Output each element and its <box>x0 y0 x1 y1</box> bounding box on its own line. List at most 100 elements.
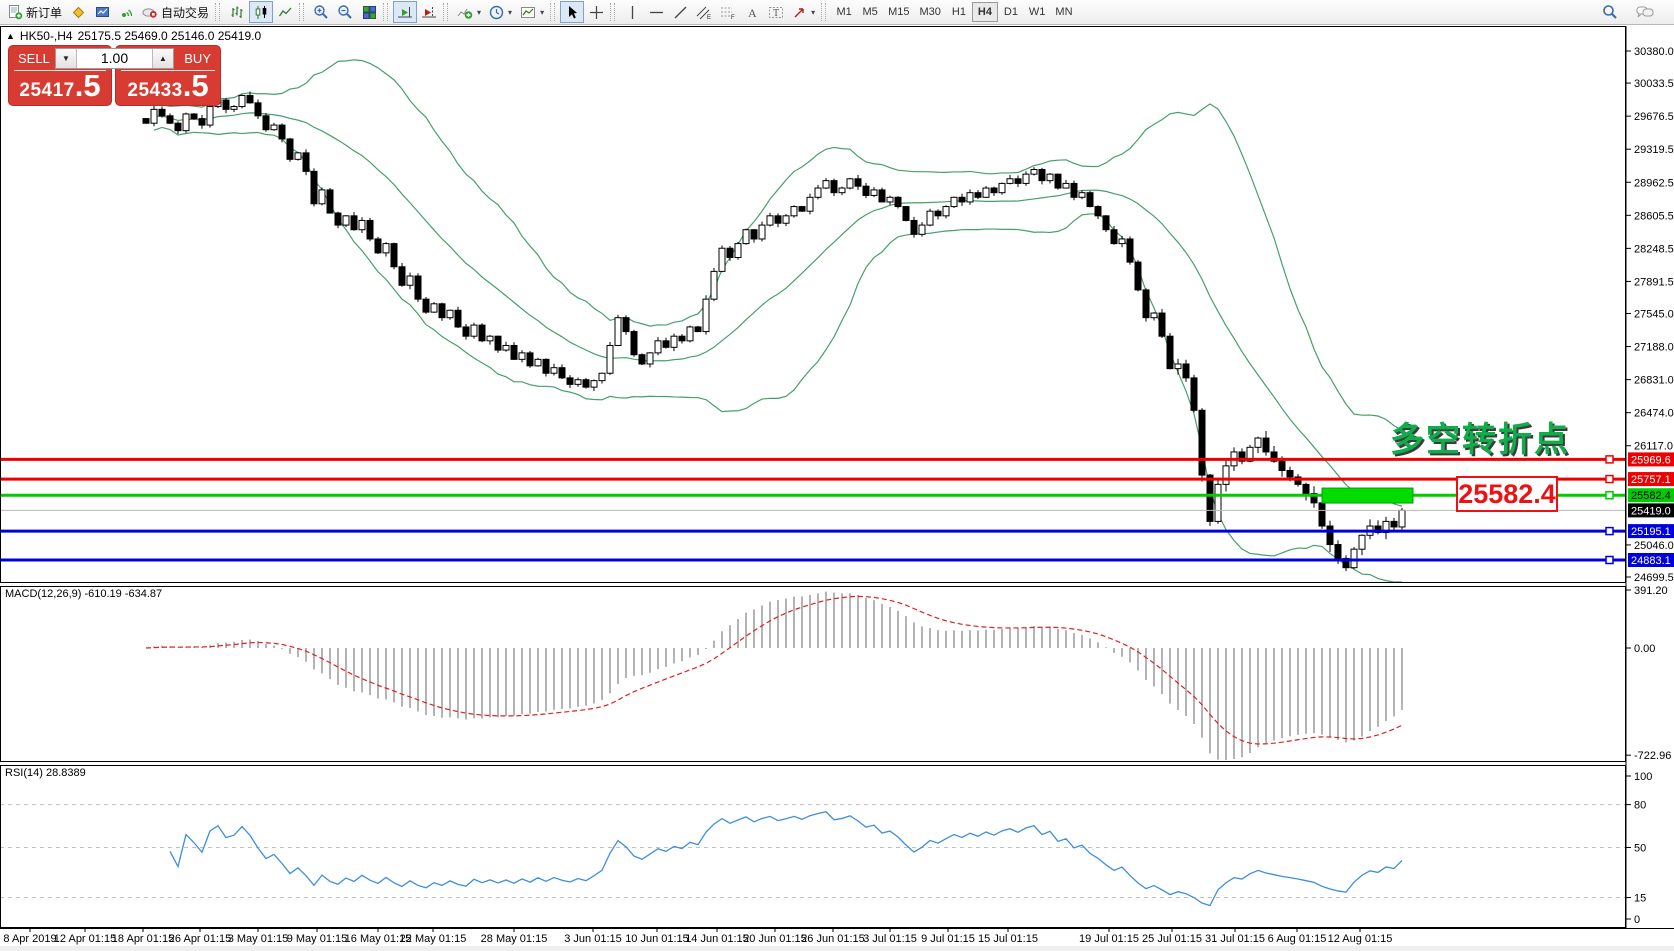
candle <box>1158 312 1166 337</box>
svg-text:25969.6: 25969.6 <box>1631 454 1671 466</box>
toolbar: 新订单 <box>0 0 1674 25</box>
zoom-out-button[interactable] <box>333 1 357 23</box>
candle <box>918 224 926 235</box>
candle <box>614 317 622 346</box>
candle <box>1294 476 1302 485</box>
svg-text:31 Jul 01:15: 31 Jul 01:15 <box>1205 933 1265 945</box>
signals-button[interactable] <box>114 1 138 23</box>
svg-text:A: A <box>748 6 757 20</box>
candle <box>270 124 278 131</box>
arrows-button[interactable]: ▾ <box>788 1 819 23</box>
level-price-label <box>1628 488 1674 503</box>
autotrading-button[interactable]: 自动交易 <box>138 1 213 23</box>
candle <box>526 352 534 367</box>
candle <box>206 106 214 126</box>
fibonacci-button[interactable]: F <box>716 1 740 23</box>
bar-chart-button[interactable] <box>225 1 249 23</box>
candle <box>582 379 590 388</box>
timeframe-h4[interactable]: H4 <box>971 2 998 22</box>
candle <box>1078 192 1086 198</box>
timeframe-m5[interactable]: M5 <box>857 2 883 22</box>
candle <box>1342 557 1350 569</box>
dropdown-caret-icon: ▾ <box>508 7 513 17</box>
candle <box>886 196 894 203</box>
toolbar-group-charttype <box>225 0 297 25</box>
timeframe-h1[interactable]: H1 <box>946 2 972 22</box>
candle <box>934 210 942 217</box>
sell-price: 25417 .5 <box>19 68 101 103</box>
tile-windows-button[interactable] <box>357 1 381 23</box>
chart-shift-button[interactable] <box>417 1 441 23</box>
timeframe-w1[interactable]: W1 <box>1024 2 1051 22</box>
vertical-line-button[interactable] <box>620 1 644 23</box>
candle <box>230 106 238 110</box>
chat-button[interactable] <box>1632 1 1658 23</box>
candle <box>670 335 678 348</box>
candle <box>638 354 646 365</box>
line-chart-button[interactable] <box>273 1 297 23</box>
svg-text:26831.0: 26831.0 <box>1634 375 1674 387</box>
text-button[interactable]: A <box>740 1 764 23</box>
svg-text:F: F <box>731 15 735 20</box>
timeframe-d1[interactable]: D1 <box>998 2 1024 22</box>
text-label-button[interactable]: T <box>764 1 788 23</box>
autotrading-icon <box>142 7 157 18</box>
periods-button[interactable]: ▾ <box>485 1 516 23</box>
candle <box>182 113 190 132</box>
trendline-button[interactable] <box>668 1 692 23</box>
candle <box>518 352 526 360</box>
symbol-period-label: HK50-,H4 <box>19 29 73 43</box>
svg-text:26117.0: 26117.0 <box>1634 441 1673 453</box>
terminal-button[interactable] <box>90 1 114 23</box>
search-button[interactable] <box>1598 1 1622 23</box>
current-price-label <box>1628 503 1674 518</box>
svg-text:12 Apr 01:15: 12 Apr 01:15 <box>54 933 116 945</box>
candle <box>702 298 710 333</box>
candle <box>1278 460 1286 471</box>
toolbar-group-timeframes: M1 M5 M15 M30 H1 H4 D1 W1 MN <box>831 0 1077 25</box>
svg-text:100: 100 <box>1634 771 1652 783</box>
equidistant-channel-icon: E <box>696 6 711 20</box>
candle <box>174 122 182 132</box>
candle <box>1254 437 1262 448</box>
candle <box>974 192 982 198</box>
candle <box>926 210 934 226</box>
timeframe-mn[interactable]: MN <box>1050 2 1077 22</box>
svg-text:25 Jul 01:15: 25 Jul 01:15 <box>1142 933 1202 945</box>
svg-text:18 Apr 01:15: 18 Apr 01:15 <box>112 933 174 945</box>
candle <box>278 124 286 140</box>
volume-decrease-button[interactable]: ▼ <box>56 49 77 68</box>
horizontal-line-button[interactable] <box>644 1 668 23</box>
new-order-button[interactable]: 新订单 <box>4 1 66 23</box>
timeframe-m1[interactable]: M1 <box>831 2 857 22</box>
collapse-marker-icon[interactable]: ▲ <box>6 31 15 41</box>
navigator-button[interactable] <box>66 1 90 23</box>
svg-text:3 Jul 01:15: 3 Jul 01:15 <box>863 933 917 945</box>
candle <box>1262 437 1270 453</box>
dropdown-caret-icon: ▾ <box>540 7 545 17</box>
cursor-button[interactable] <box>560 1 585 23</box>
candle <box>830 180 838 194</box>
candle <box>494 335 502 351</box>
candle <box>662 340 670 348</box>
svg-text:80: 80 <box>1634 800 1646 812</box>
volume-increase-button[interactable]: ▲ <box>152 49 173 68</box>
auto-scroll-icon <box>398 6 413 17</box>
text-label-icon: T <box>769 6 784 19</box>
zoom-in-button[interactable] <box>309 1 333 23</box>
crosshair-button[interactable] <box>584 1 608 23</box>
candle <box>1030 169 1038 175</box>
volume-input[interactable]: 1.00 <box>77 49 152 68</box>
candle <box>302 152 310 172</box>
candle <box>430 303 438 313</box>
indicators-button[interactable]: ▾ <box>453 1 485 23</box>
auto-scroll-button[interactable] <box>393 1 418 23</box>
timeframe-m30[interactable]: M30 <box>915 2 946 22</box>
timeframe-m15[interactable]: M15 <box>883 2 914 22</box>
equidistant-channel-button[interactable]: E <box>692 1 716 23</box>
candlestick-chart-button[interactable] <box>249 1 274 23</box>
candle <box>1198 409 1206 476</box>
templates-button[interactable]: ▾ <box>516 1 548 23</box>
candle <box>222 99 230 110</box>
